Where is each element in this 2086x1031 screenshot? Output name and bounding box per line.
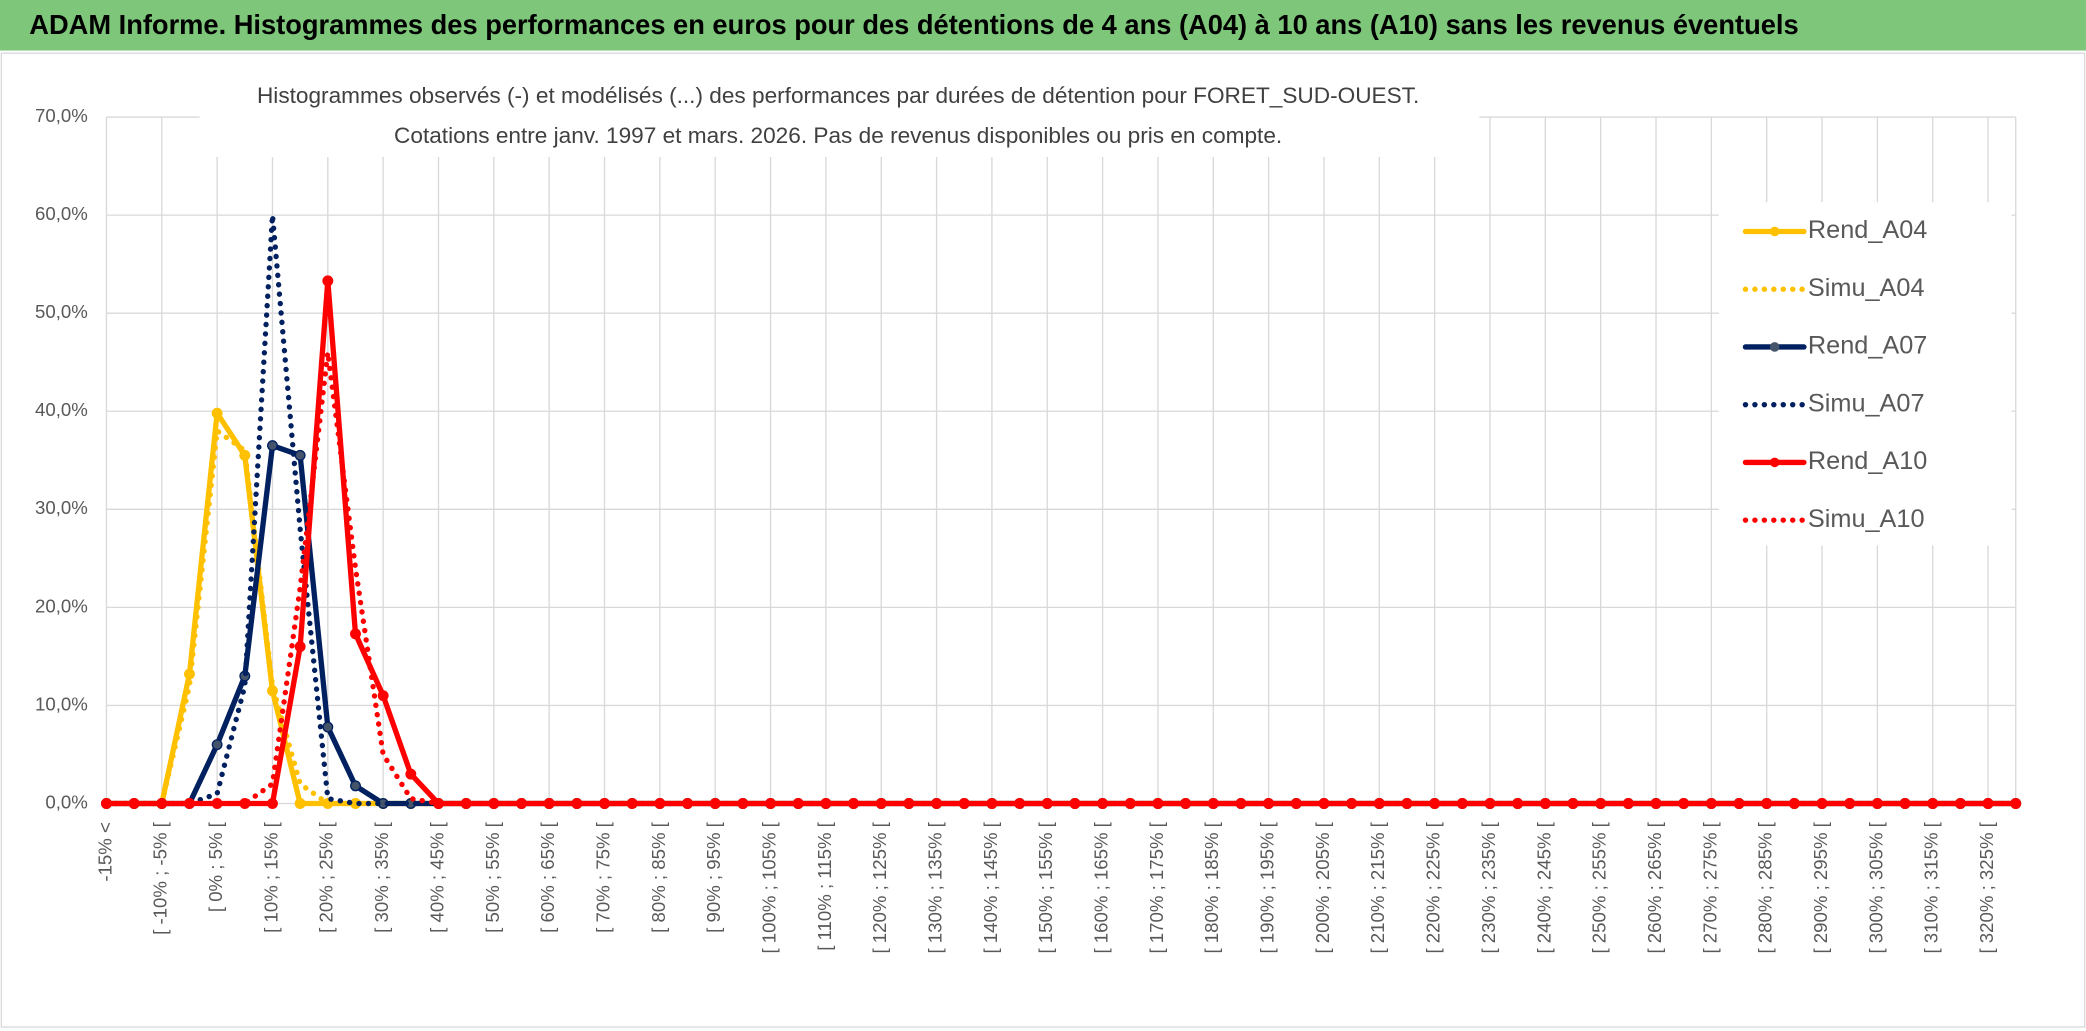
legend-box — [1718, 202, 2012, 546]
y-tick-label: 60,0% — [35, 203, 88, 224]
x-tick-label: [ 210% ; 215% [ — [1367, 821, 1388, 953]
data-point — [2010, 798, 2022, 809]
x-tick-label: [ 150% ; 155% [ — [1035, 821, 1056, 953]
legend-label: Simu_A07 — [1808, 389, 1925, 417]
legend: Rend_A04 Simu_A04 Rend_A07 Simu_A07 Rend_A10… — [1718, 202, 2012, 546]
data-point — [405, 768, 417, 780]
title-banner — [0, 0, 2086, 51]
y-tick-label: 10,0% — [35, 693, 88, 714]
x-tick-label: [ 10% ; 15% [ — [260, 821, 281, 933]
chart-title: ADAM Informe. Histogrammes des performan… — [29, 9, 1798, 40]
data-point — [267, 440, 278, 452]
x-tick-label: [ 260% ; 265% [ — [1644, 821, 1665, 953]
y-tick-label: 50,0% — [35, 301, 88, 322]
x-tick-label: [ 240% ; 245% [ — [1533, 821, 1554, 953]
subtitle-box — [199, 77, 1480, 157]
data-point — [211, 739, 223, 751]
x-tick-label: [ 140% ; 145% [ — [980, 821, 1001, 953]
legend-label: Rend_A07 — [1808, 332, 1927, 360]
x-tick-label: [ 40% ; 45% [ — [426, 821, 447, 933]
x-tick-label: [ 200% ; 205% [ — [1312, 821, 1333, 953]
data-point — [350, 780, 361, 792]
x-tick-label: [ 320% ; 325% [ — [1976, 821, 1997, 953]
legend-marker — [1769, 457, 1780, 468]
x-tick-label: [ 180% ; 185% [ — [1201, 821, 1222, 953]
legend-label: Rend_A04 — [1808, 216, 1927, 244]
x-tick-label: [ 160% ; 165% [ — [1091, 821, 1112, 953]
x-tick-label: [ 190% ; 195% [ — [1257, 821, 1278, 953]
y-tick-label: 20,0% — [35, 595, 88, 616]
data-point — [322, 721, 334, 733]
y-tick-label: 70,0% — [35, 105, 88, 126]
y-tick-label: 0,0% — [45, 791, 87, 812]
legend-label: Simu_A10 — [1808, 505, 1925, 533]
x-tick-label: [ 80% ; 85% [ — [648, 821, 669, 933]
chart-subtitle: Cotations entre janv. 1997 et mars. 2026… — [394, 123, 1282, 148]
data-point — [294, 798, 306, 809]
x-tick-label: [ 270% ; 275% [ — [1699, 821, 1720, 953]
data-point — [294, 449, 306, 461]
x-tick-label: [ 20% ; 25% [ — [316, 821, 337, 933]
x-tick-label: [ -10% ; -5% [ — [150, 821, 171, 935]
legend-marker — [1769, 226, 1780, 237]
x-tick-label: [ 70% ; 75% [ — [592, 821, 613, 933]
x-tick-label: [ 60% ; 65% [ — [537, 821, 558, 933]
x-tick-label: [ 30% ; 35% [ — [371, 821, 392, 933]
data-point — [211, 407, 223, 419]
series-line — [103, 349, 2019, 807]
x-tick-label: [ 300% ; 305% [ — [1865, 821, 1886, 953]
x-tick-label: [ 100% ; 105% [ — [758, 821, 779, 953]
y-tick-label: 40,0% — [35, 399, 88, 420]
data-point — [322, 275, 334, 287]
x-tick-label: [ 170% ; 175% [ — [1146, 821, 1167, 953]
x-tick-label: [ 90% ; 95% [ — [703, 821, 724, 933]
legend-label: Rend_A10 — [1808, 447, 1927, 475]
x-tick-label: [ 290% ; 295% [ — [1810, 821, 1831, 953]
x-tick-label: [ 230% ; 235% [ — [1478, 821, 1499, 953]
data-point — [294, 641, 306, 653]
chart-subtitle: Histogrammes observés (-) et modélisés (… — [257, 83, 1419, 108]
x-tick-label: [ 110% ; 115% [ — [814, 821, 835, 950]
x-tick-label: [ 220% ; 225% [ — [1423, 821, 1444, 953]
data-point — [350, 628, 361, 640]
x-tick-label: -15% < — [94, 822, 115, 881]
data-point — [377, 690, 389, 702]
x-tick-label: [ 50% ; 55% [ — [482, 821, 503, 933]
x-tick-label: [ 120% ; 125% [ — [869, 821, 890, 953]
y-tick-label: 30,0% — [35, 497, 88, 518]
x-tick-label: [ 0% ; 5% [ — [205, 821, 226, 912]
x-tick-label: [ 250% ; 255% [ — [1589, 821, 1610, 953]
x-tick-label: [ 310% ; 315% [ — [1921, 821, 1942, 953]
x-tick-label: [ 280% ; 285% [ — [1755, 821, 1776, 953]
series — [100, 212, 2022, 809]
legend-label: Simu_A04 — [1808, 274, 1925, 302]
legend-marker — [1769, 342, 1780, 352]
x-tick-label: [ 130% ; 135% [ — [924, 821, 945, 953]
data-point — [267, 798, 278, 809]
